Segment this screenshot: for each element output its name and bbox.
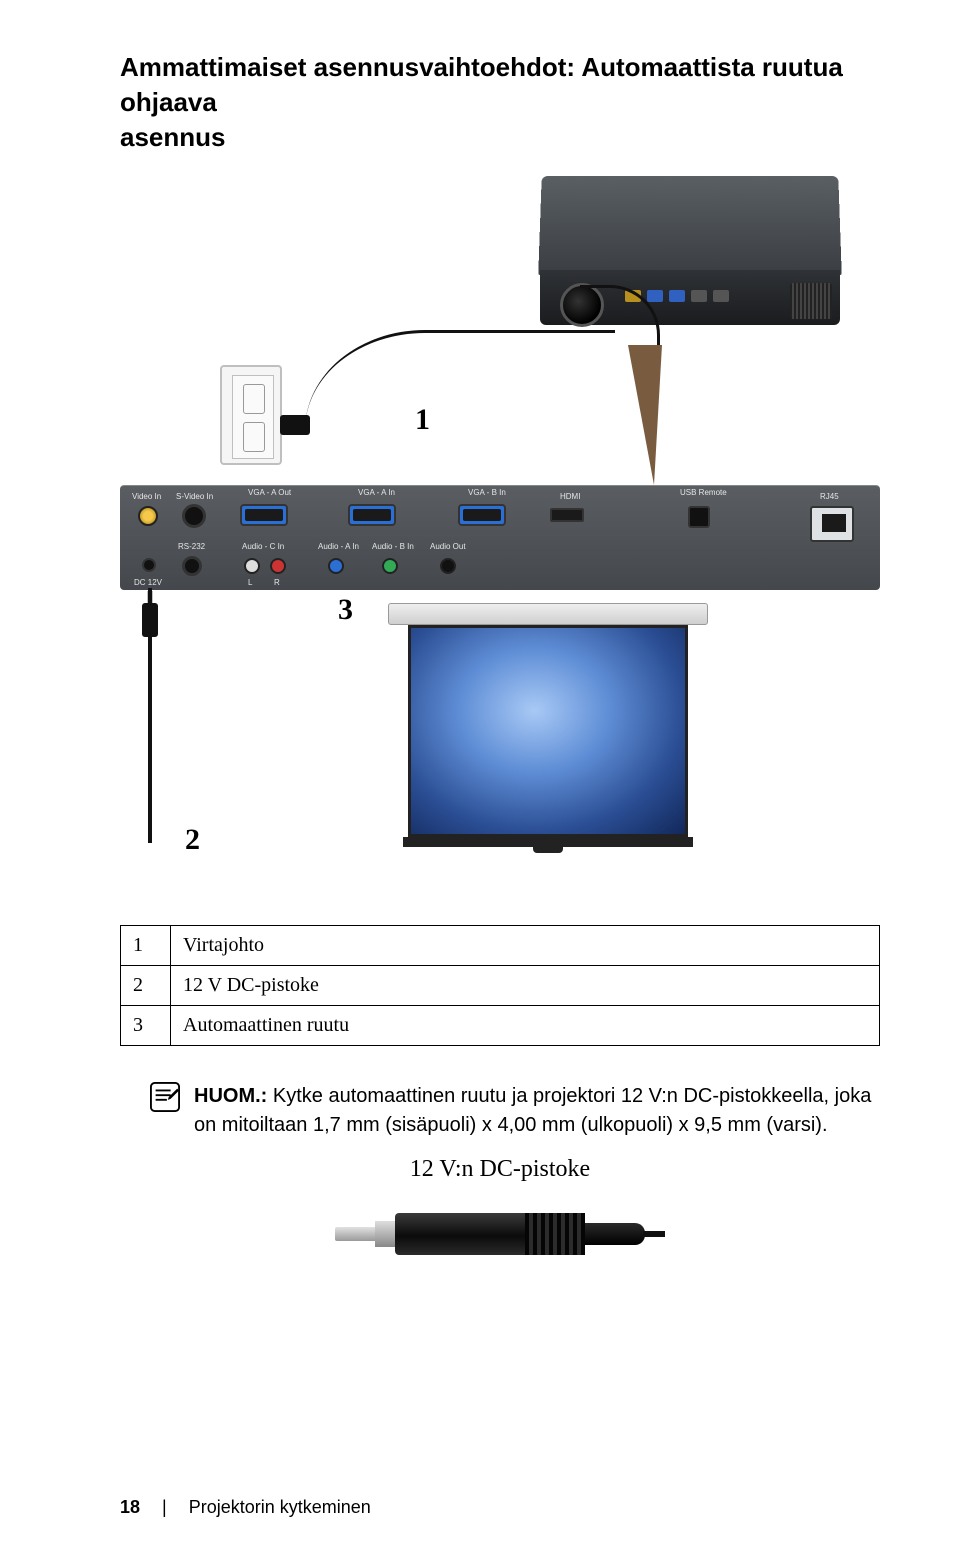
title-line-1: Ammattimaiset asennusvaihtoehdot: Automa…	[120, 52, 843, 117]
note-body: Kytke automaattinen ruutu ja projektori …	[194, 1085, 871, 1136]
legend-text-3: Automaattinen ruutu	[171, 1006, 880, 1046]
label-rs232: RS-232	[178, 542, 205, 551]
label-dc12v: DC 12V	[134, 578, 162, 587]
projector-back-panel: Video In S-Video In VGA - A Out VGA - A …	[120, 485, 880, 590]
label-vga-b-in: VGA - B In	[468, 488, 506, 497]
port-video-in	[138, 506, 158, 526]
note-text: HUOM.: Kytke automaattinen ruutu ja proj…	[194, 1082, 880, 1140]
legend-text-1: Virtajohto	[171, 926, 880, 966]
port-audio-b-in	[382, 558, 398, 574]
label-audio-c-in: Audio - C In	[242, 542, 284, 551]
table-row: 1 Virtajohto	[121, 926, 880, 966]
note-icon	[150, 1082, 180, 1112]
note-label: HUOM.:	[194, 1085, 267, 1107]
dc-plug-illustration	[335, 1201, 665, 1271]
label-video-in: Video In	[132, 492, 161, 501]
port-svideo	[182, 504, 206, 528]
label-vga-a-out: VGA - A Out	[248, 488, 291, 497]
port-audio-c-r	[270, 558, 286, 574]
note-block: HUOM.: Kytke automaattinen ruutu ja proj…	[150, 1082, 880, 1140]
legend-num-2: 2	[121, 966, 171, 1006]
label-hdmi: HDMI	[560, 492, 580, 501]
label-r: R	[274, 578, 280, 587]
connection-diagram: 1 Video In S-Video In VGA - A Out VGA - …	[120, 185, 880, 885]
port-rs232	[182, 556, 202, 576]
port-vga-a-out	[240, 504, 288, 526]
legend-num-3: 3	[121, 1006, 171, 1046]
table-row: 3 Automaattinen ruutu	[121, 1006, 880, 1046]
legend-table: 1 Virtajohto 2 12 V DC-pistoke 3 Automaa…	[120, 925, 880, 1046]
port-vga-a-in	[348, 504, 396, 526]
port-dc-12v	[142, 558, 156, 572]
page-number: 18	[120, 1497, 140, 1518]
label-audio-b-in: Audio - B In	[372, 542, 414, 551]
callout-2: 2	[185, 823, 200, 857]
legend-num-1: 1	[121, 926, 171, 966]
footer-separator: |	[162, 1497, 167, 1518]
page-footer: 18 | Projektorin kytkeminen	[120, 1497, 371, 1518]
callout-1: 1	[415, 403, 430, 437]
wall-outlet	[220, 365, 282, 465]
port-rj45	[810, 506, 854, 542]
dc-plug-caption: 12 V:n DC-pistoke	[120, 1156, 880, 1183]
label-audio-out: Audio Out	[430, 542, 466, 551]
port-hdmi	[550, 508, 584, 522]
page-title: Ammattimaiset asennusvaihtoehdot: Automa…	[120, 50, 880, 155]
port-audio-a-in	[328, 558, 344, 574]
cable-guide-shape	[628, 345, 662, 485]
label-rj45: RJ45	[820, 492, 839, 501]
title-line-2: asennus	[120, 122, 226, 152]
port-vga-b-in	[458, 504, 506, 526]
callout-3: 3	[338, 593, 353, 627]
label-audio-a-in: Audio - A In	[318, 542, 359, 551]
legend-text-2: 12 V DC-pistoke	[171, 966, 880, 1006]
automatic-screen	[388, 603, 708, 853]
power-cable	[305, 330, 615, 430]
footer-section: Projektorin kytkeminen	[189, 1497, 371, 1518]
label-vga-a-in: VGA - A In	[358, 488, 395, 497]
port-audio-c-l	[244, 558, 260, 574]
port-audio-out	[440, 558, 456, 574]
label-l: L	[248, 578, 252, 587]
dc-cable	[148, 588, 152, 843]
table-row: 2 12 V DC-pistoke	[121, 966, 880, 1006]
label-svideo-in: S-Video In	[176, 492, 213, 501]
label-usb-remote: USB Remote	[680, 488, 720, 497]
port-usb-remote	[688, 506, 710, 528]
